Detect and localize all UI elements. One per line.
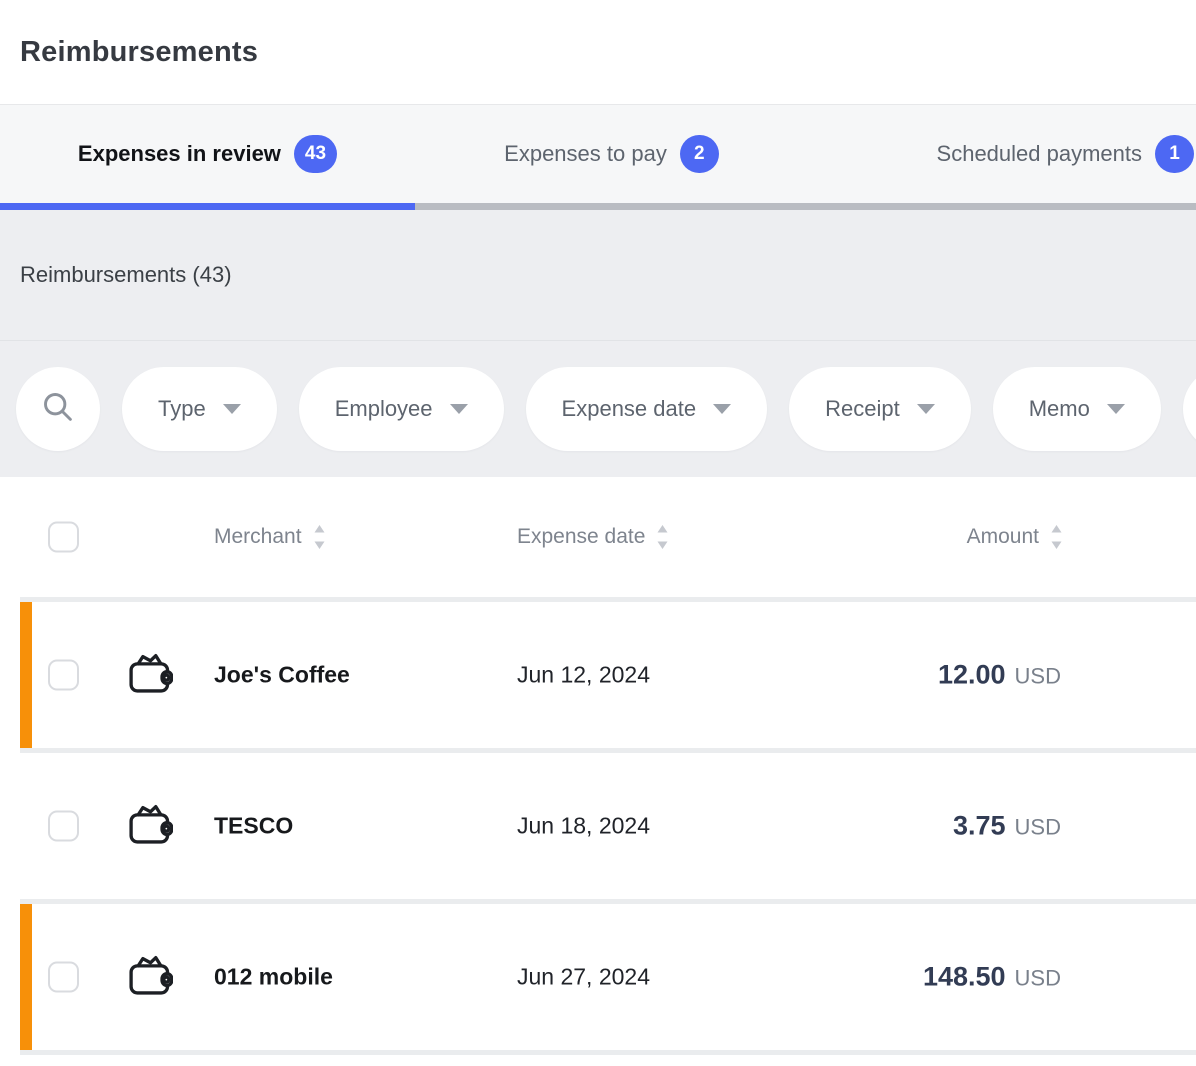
amount-cell: 12.00 USD	[938, 660, 1061, 691]
page-title: Reimbursements	[20, 35, 259, 68]
filter-bar: Type Employee Expense date Receipt Memo …	[0, 341, 1196, 477]
filter-pill-employee[interactable]: Employee	[298, 367, 504, 451]
filter-label: Expense date	[561, 396, 697, 421]
amount-currency: USD	[1014, 814, 1061, 840]
tab-expenses-in-review[interactable]: Expenses in review 43	[0, 105, 415, 203]
tab-scheduled-payments[interactable]: Scheduled payments 1	[808, 105, 1196, 203]
page-header: Reimbursements	[0, 0, 1196, 105]
tab-label: Scheduled payments	[936, 141, 1142, 166]
section-title: Reimbursements (43)	[20, 262, 232, 287]
expense-date-cell: Jun 18, 2024	[517, 812, 651, 839]
caret-down-icon	[1106, 404, 1125, 414]
flag-accent-bar	[20, 602, 32, 748]
sort-icon	[657, 525, 668, 549]
filter-pill-type[interactable]: Type	[122, 367, 277, 451]
sort-icon	[1051, 525, 1062, 549]
next-row-partial	[20, 1055, 1196, 1066]
caret-down-icon	[449, 404, 468, 414]
amount-cell: 3.75 USD	[953, 811, 1061, 842]
filter-label: Memo	[1028, 396, 1090, 421]
tab-track	[0, 203, 1196, 210]
amount-currency: USD	[1014, 663, 1061, 689]
merchant-cell: Joe's Coffee	[214, 661, 350, 688]
row-separator	[20, 748, 1196, 753]
search-button[interactable]	[16, 367, 100, 451]
filter-pill-expense-date[interactable]: Expense date	[525, 367, 768, 451]
tab-bar: Expenses in review 43 Expenses to pay 2 …	[0, 105, 1196, 210]
count-badge: 2	[679, 135, 719, 173]
reimbursements-table: Merchant Expense date Amount	[20, 477, 1196, 1066]
table-row[interactable]: Joe's Coffee Jun 12, 2024 12.00 USD	[20, 602, 1196, 748]
filter-label: Receipt	[825, 396, 900, 421]
tab-label: Expenses in review	[77, 141, 281, 166]
flag-accent-bar	[20, 904, 32, 1050]
amount-value: 3.75	[952, 810, 1006, 841]
filter-label: Type	[158, 396, 206, 421]
amount-cell: 148.50 USD	[923, 962, 1061, 993]
count-badge: 43	[293, 135, 338, 173]
table-header-row: Merchant Expense date Amount	[20, 477, 1196, 597]
row-checkbox[interactable]	[48, 810, 79, 842]
tab-label: Expenses to pay	[504, 141, 667, 166]
count-badge: 1	[1155, 135, 1194, 173]
amount-currency: USD	[1014, 965, 1061, 991]
select-all-checkbox[interactable]	[48, 521, 79, 553]
row-separator	[20, 1050, 1196, 1055]
column-header-expense-date[interactable]: Expense date	[517, 523, 669, 551]
merchant-cell: TESCO	[214, 812, 294, 839]
filter-label: Employee	[334, 396, 433, 421]
column-label: Amount	[966, 525, 1039, 548]
expense-date-cell: Jun 27, 2024	[517, 963, 651, 990]
wallet-icon	[126, 798, 174, 855]
merchant-cell: 012 mobile	[214, 963, 333, 990]
row-separator	[20, 899, 1196, 904]
caret-down-icon	[713, 404, 732, 414]
filter-pill-memo[interactable]: Memo	[992, 367, 1161, 451]
filter-pill-spend[interactable]: Spend	[1182, 367, 1196, 451]
wallet-icon	[126, 949, 174, 1006]
section-bar: Reimbursements (43)	[0, 210, 1196, 341]
table-row[interactable]: 012 mobile Jun 27, 2024 148.50 USD	[20, 904, 1196, 1050]
search-icon	[40, 389, 76, 430]
tab-expenses-to-pay[interactable]: Expenses to pay 2	[415, 105, 808, 203]
column-header-amount[interactable]: Amount	[967, 523, 1063, 551]
wallet-icon	[126, 647, 174, 704]
column-label: Expense date	[517, 525, 646, 548]
expense-date-cell: Jun 12, 2024	[517, 661, 651, 688]
sort-icon	[314, 525, 325, 549]
row-checkbox[interactable]	[48, 961, 79, 993]
row-separator	[20, 597, 1196, 602]
caret-down-icon	[222, 404, 241, 414]
column-header-merchant[interactable]: Merchant	[214, 523, 326, 551]
amount-value: 12.00	[937, 659, 1006, 690]
caret-down-icon	[916, 404, 935, 414]
column-label: Merchant	[214, 525, 302, 548]
table-row[interactable]: TESCO Jun 18, 2024 3.75 USD	[20, 753, 1196, 899]
filter-pill-receipt[interactable]: Receipt	[789, 367, 971, 451]
row-checkbox[interactable]	[48, 659, 79, 691]
active-tab-underline	[0, 203, 415, 210]
amount-value: 148.50	[922, 961, 1006, 992]
